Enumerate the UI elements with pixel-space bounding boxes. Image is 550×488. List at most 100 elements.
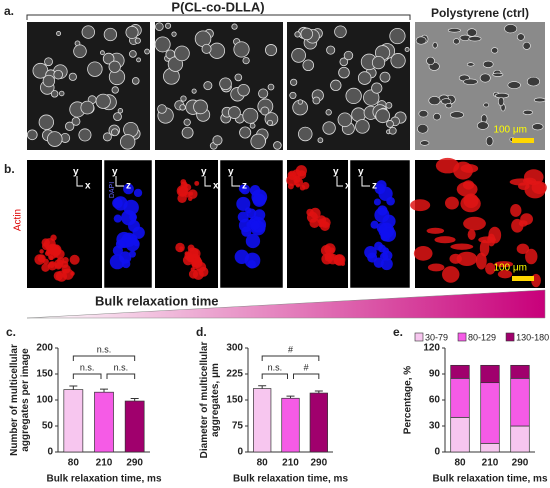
actin-cell <box>456 251 478 267</box>
actin-blob <box>293 175 301 184</box>
aggregate <box>181 126 194 139</box>
nucleus <box>245 233 261 249</box>
actin-cell <box>462 180 475 190</box>
aggregate <box>386 120 394 128</box>
actin-cell <box>497 269 513 279</box>
bar-segment <box>450 416 470 453</box>
actin-blob <box>295 183 301 188</box>
nucleus <box>237 211 249 223</box>
group-bracket <box>26 14 411 20</box>
y-axis-label: aggregates per image <box>20 348 31 452</box>
scale-bar-label: 100 μm <box>493 263 527 274</box>
nucleus <box>251 189 268 206</box>
nucleus <box>121 209 137 226</box>
error-bar <box>286 395 295 399</box>
nucleus <box>246 208 257 219</box>
actin-cell <box>478 236 496 244</box>
aggregate <box>102 52 115 65</box>
significance-label: n.s. <box>80 362 95 372</box>
x-tick-label: 80 <box>68 458 80 469</box>
aggregate <box>111 128 119 137</box>
x-tick-label: 80 <box>454 458 466 469</box>
legend-swatch <box>414 332 424 342</box>
nucleus <box>240 184 250 195</box>
actin-cell <box>449 253 462 264</box>
y-tick-label: 300 <box>226 343 243 354</box>
x-tick-label: 210 <box>282 458 299 469</box>
significance-label: # <box>288 344 293 354</box>
actin-blob <box>54 259 64 269</box>
error-bar <box>69 385 78 390</box>
nucleus <box>373 198 381 206</box>
stain-label: DAPI <box>109 182 116 198</box>
bar-segment <box>480 382 500 444</box>
aggregate <box>165 22 172 29</box>
x-tick-label: 210 <box>96 458 113 469</box>
axis-arrow <box>76 176 83 187</box>
cell <box>428 96 441 106</box>
legend-swatch <box>505 332 515 342</box>
y-tick-label: 0 <box>47 447 53 458</box>
y-axis-label: Diameter of multicellular <box>199 342 210 459</box>
aggregate <box>239 126 252 139</box>
x-axis-label: Bulk relaxation time, ms <box>233 474 348 485</box>
nucleus <box>247 260 257 269</box>
cell <box>463 78 478 85</box>
cell <box>445 103 453 109</box>
aggregate <box>338 66 350 79</box>
axis-arrow <box>115 176 124 187</box>
nucleus <box>123 183 134 195</box>
actin-cell <box>442 266 460 283</box>
aggregate <box>68 72 77 81</box>
aggregate <box>144 48 150 55</box>
cell <box>532 123 544 131</box>
nucleus <box>386 196 395 206</box>
error-bar <box>130 397 139 402</box>
aggregate <box>71 116 81 126</box>
axis-letter: y <box>358 167 364 178</box>
significance-label: n.s. <box>97 344 112 354</box>
cell <box>533 97 546 103</box>
actin-cell <box>510 204 522 217</box>
aggregate <box>26 129 38 141</box>
axis-letter: x <box>213 181 219 192</box>
aggregate <box>183 118 191 126</box>
y-tick-label: 120 <box>423 343 440 354</box>
x-tick-label: 80 <box>257 458 269 469</box>
aggregate <box>80 100 95 115</box>
nucleus <box>236 196 251 211</box>
legend-label: 80-129 <box>468 332 496 342</box>
bar-segment <box>510 377 530 427</box>
aggregate <box>180 95 187 102</box>
actin-cell <box>445 196 459 210</box>
aggregate <box>260 106 270 116</box>
actin-blob <box>178 186 188 196</box>
aggregate <box>233 41 250 58</box>
axis-arrow <box>336 176 343 187</box>
aggregate <box>99 50 105 56</box>
axis-letter: x <box>85 181 91 192</box>
aggregate <box>371 55 386 70</box>
bar-segment <box>480 364 500 384</box>
bar-segment <box>450 377 470 418</box>
significance-bracket <box>72 373 102 379</box>
axis-letter: y <box>201 167 207 178</box>
nucleus <box>125 237 140 252</box>
bar <box>309 392 328 453</box>
actin-blob <box>39 249 44 254</box>
aggregate <box>273 141 282 150</box>
aggregate <box>119 134 136 150</box>
confocal-actin <box>155 160 218 288</box>
nucleus <box>379 252 389 261</box>
aggregate <box>193 99 208 115</box>
nucleus <box>241 226 252 237</box>
y-tick-label: 0 <box>434 447 440 458</box>
aggregate <box>385 101 393 109</box>
aggregate <box>334 25 347 38</box>
cell <box>517 33 525 41</box>
aggregate <box>326 45 336 55</box>
y-axis-label: Number of multicellular <box>9 344 20 456</box>
actin-blob <box>187 196 193 201</box>
nucleus <box>113 214 122 223</box>
legend-swatch <box>457 332 467 342</box>
